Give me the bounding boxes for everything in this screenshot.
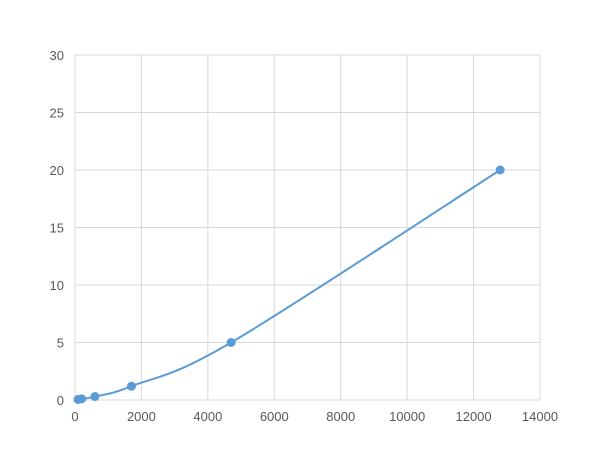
- series-points: [73, 165, 505, 404]
- data-point: [90, 392, 100, 402]
- x-tick-label: 2000: [127, 409, 156, 424]
- y-tick-label: 20: [50, 163, 64, 178]
- y-tick-label: 0: [57, 393, 64, 408]
- x-tick-label: 14000: [522, 409, 558, 424]
- x-tick-label: 10000: [389, 409, 425, 424]
- grid: [74, 54, 541, 401]
- data-point: [226, 338, 236, 347]
- x-tick-label: 0: [71, 409, 78, 424]
- x-tick-label: 4000: [193, 409, 222, 424]
- y-tick-label: 15: [50, 221, 64, 236]
- axes: 0 2000 4000 6000 8000 10000 12000 14000 0 5 10 15 20…: [50, 48, 559, 424]
- y-tick-label: 25: [50, 106, 64, 121]
- data-point: [126, 381, 136, 391]
- y-tick-label: 30: [50, 48, 64, 63]
- data-point: [77, 394, 87, 404]
- y-tick-label: 5: [57, 336, 64, 351]
- x-tick-label: 8000: [326, 409, 355, 424]
- y-tick-label: 10: [50, 278, 64, 293]
- data-point: [495, 165, 505, 175]
- x-tick-label: 6000: [260, 409, 289, 424]
- x-tick-label: 12000: [455, 409, 491, 424]
